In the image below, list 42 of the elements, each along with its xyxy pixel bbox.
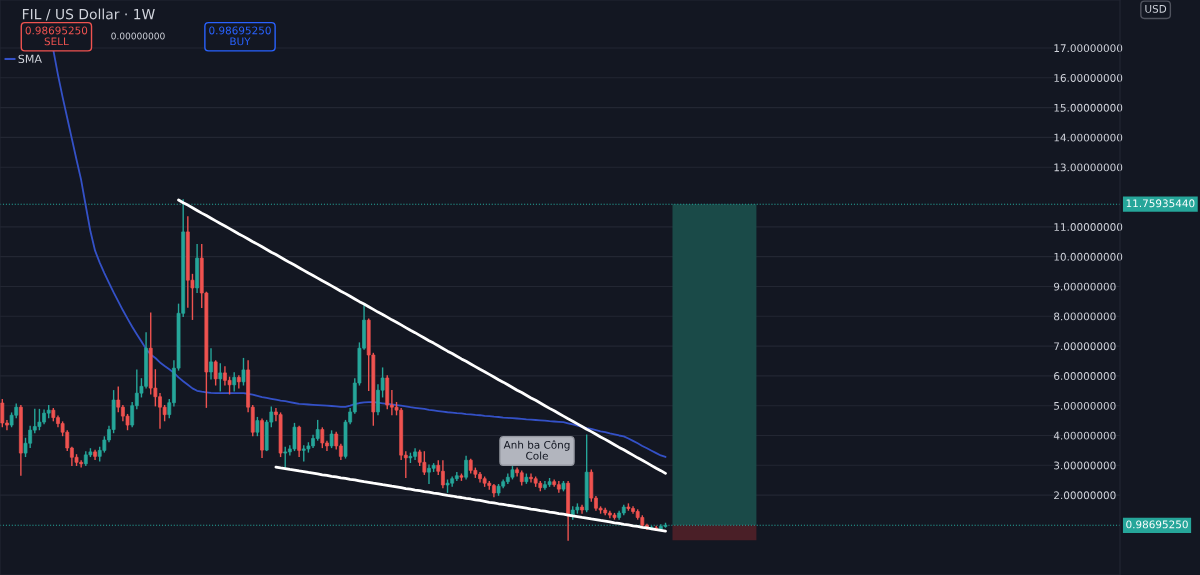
- legend-label: SMA: [18, 54, 42, 64]
- y-tick-label: 8.00000000: [1054, 312, 1116, 321]
- candlestick: [218, 363, 223, 392]
- y-tick-label: 9.00000000: [1053, 282, 1116, 291]
- candlestick: [0, 399, 5, 428]
- y-tick-label: 15.00000000: [1054, 103, 1123, 112]
- candlestick: [297, 425, 302, 458]
- candlestick: [292, 422, 297, 452]
- line-series: [177, 198, 667, 475]
- y-tick-label: 3.00000000: [1054, 461, 1116, 470]
- line-series: [274, 465, 667, 533]
- candlestick: [241, 357, 246, 386]
- y-tick-label: 2.00000000: [1054, 491, 1116, 500]
- y-tick-label: 17.00000000: [1054, 44, 1123, 53]
- candlestick: [37, 408, 42, 431]
- y-tick-label: 16.00000000: [1054, 74, 1123, 82]
- candlestick: [464, 455, 468, 480]
- y-tick-label: 14.00000000: [1054, 133, 1123, 142]
- y-tick-label: 4.00000000: [1053, 431, 1116, 440]
- candlestick: [209, 348, 213, 380]
- text: USD: [1145, 4, 1167, 13]
- candlestick: [422, 451, 427, 475]
- annotation: 0.00000000: [111, 32, 165, 40]
- candlestick: [320, 427, 325, 449]
- text: FIL / US Dollar · 1W: [22, 8, 155, 21]
- y-tick-label: 5.00000000: [1054, 401, 1116, 410]
- annotation: Anh ba Công Cole: [503, 440, 570, 460]
- line-series: [52, 49, 667, 458]
- y-tick-label: 7.00000000: [1054, 342, 1116, 351]
- y-tick-label: 6.00000000: [1054, 372, 1116, 380]
- candlestick: [236, 375, 241, 389]
- y-tick-label: 10.00000000: [1054, 252, 1123, 261]
- candlestick: [454, 472, 459, 481]
- y-tick-label: 13.00000000: [1054, 163, 1123, 172]
- ref-line-label: 11.75935440: [1126, 199, 1195, 208]
- y-tick-label: 11.00000000: [1054, 223, 1123, 231]
- candlestick: [116, 386, 121, 413]
- annotation: 0.98695250 SELL: [25, 26, 88, 46]
- candlestick: [213, 360, 218, 386]
- ref-line-label: 0.98695250: [1126, 520, 1188, 529]
- candlestick: [283, 446, 288, 469]
- annotation: 0.98695250 BUY: [209, 26, 271, 46]
